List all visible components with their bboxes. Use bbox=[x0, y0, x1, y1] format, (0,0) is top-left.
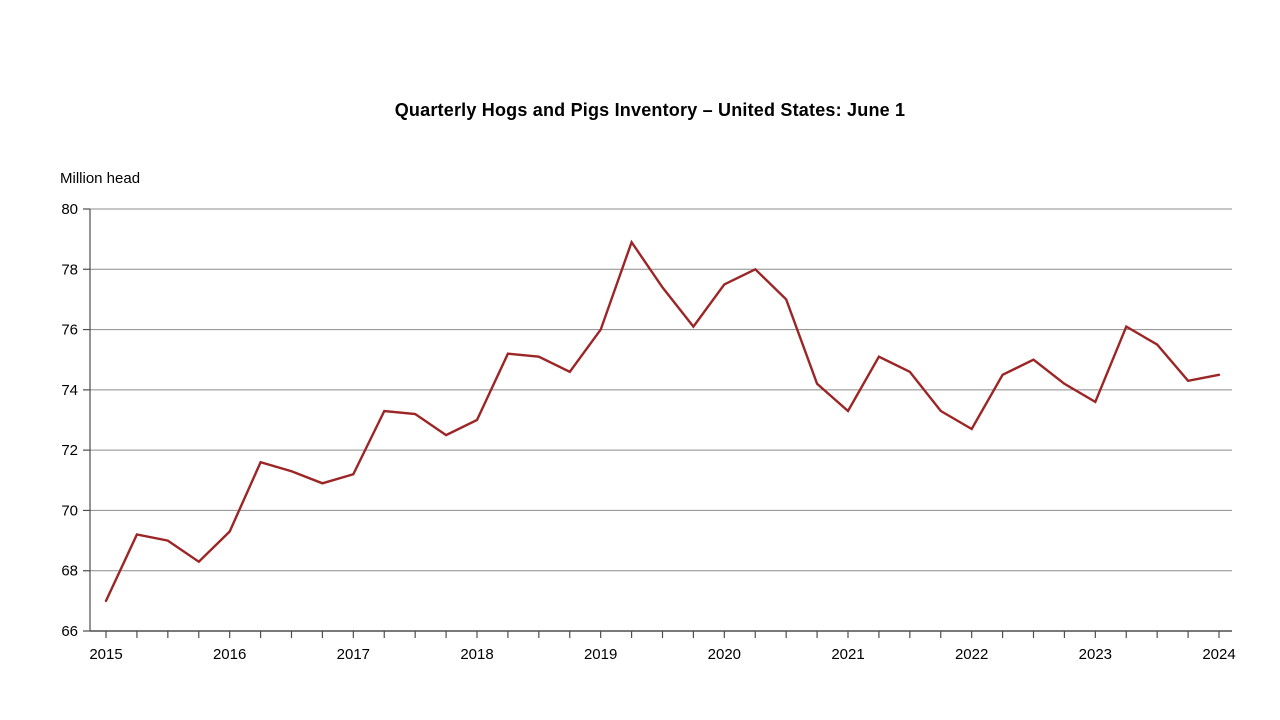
y-axis-tick-label: 72 bbox=[61, 442, 78, 459]
x-axis-year-label: 2016 bbox=[213, 646, 246, 663]
x-axis-year-label: 2023 bbox=[1079, 646, 1112, 663]
y-axis-tick-label: 70 bbox=[61, 502, 78, 519]
chart-title: Quarterly Hogs and Pigs Inventory – Unit… bbox=[394, 100, 906, 120]
y-axis-tick-label: 66 bbox=[61, 623, 78, 640]
y-axis-tick-label: 78 bbox=[61, 261, 78, 278]
x-axis-year-label: 2020 bbox=[708, 646, 741, 663]
y-axis-unit-label: Million head bbox=[60, 170, 141, 187]
x-axis-year-label: 2022 bbox=[955, 646, 988, 663]
x-axis-year-label: 2019 bbox=[584, 646, 617, 663]
y-axis-tick-label: 74 bbox=[61, 382, 78, 399]
y-axis-tick-label: 80 bbox=[61, 201, 78, 218]
x-axis-year-label: 2024 bbox=[1202, 646, 1235, 663]
y-axis-tick-label: 68 bbox=[61, 563, 78, 580]
x-axis-year-label: 2021 bbox=[831, 646, 864, 663]
inventory-line bbox=[104, 239, 1221, 603]
x-axis-year-label: 2018 bbox=[460, 646, 493, 663]
x-axis-year-label: 2017 bbox=[337, 646, 370, 663]
x-axis-year-label: 2015 bbox=[89, 646, 122, 663]
y-axis-tick-label: 76 bbox=[61, 322, 78, 339]
